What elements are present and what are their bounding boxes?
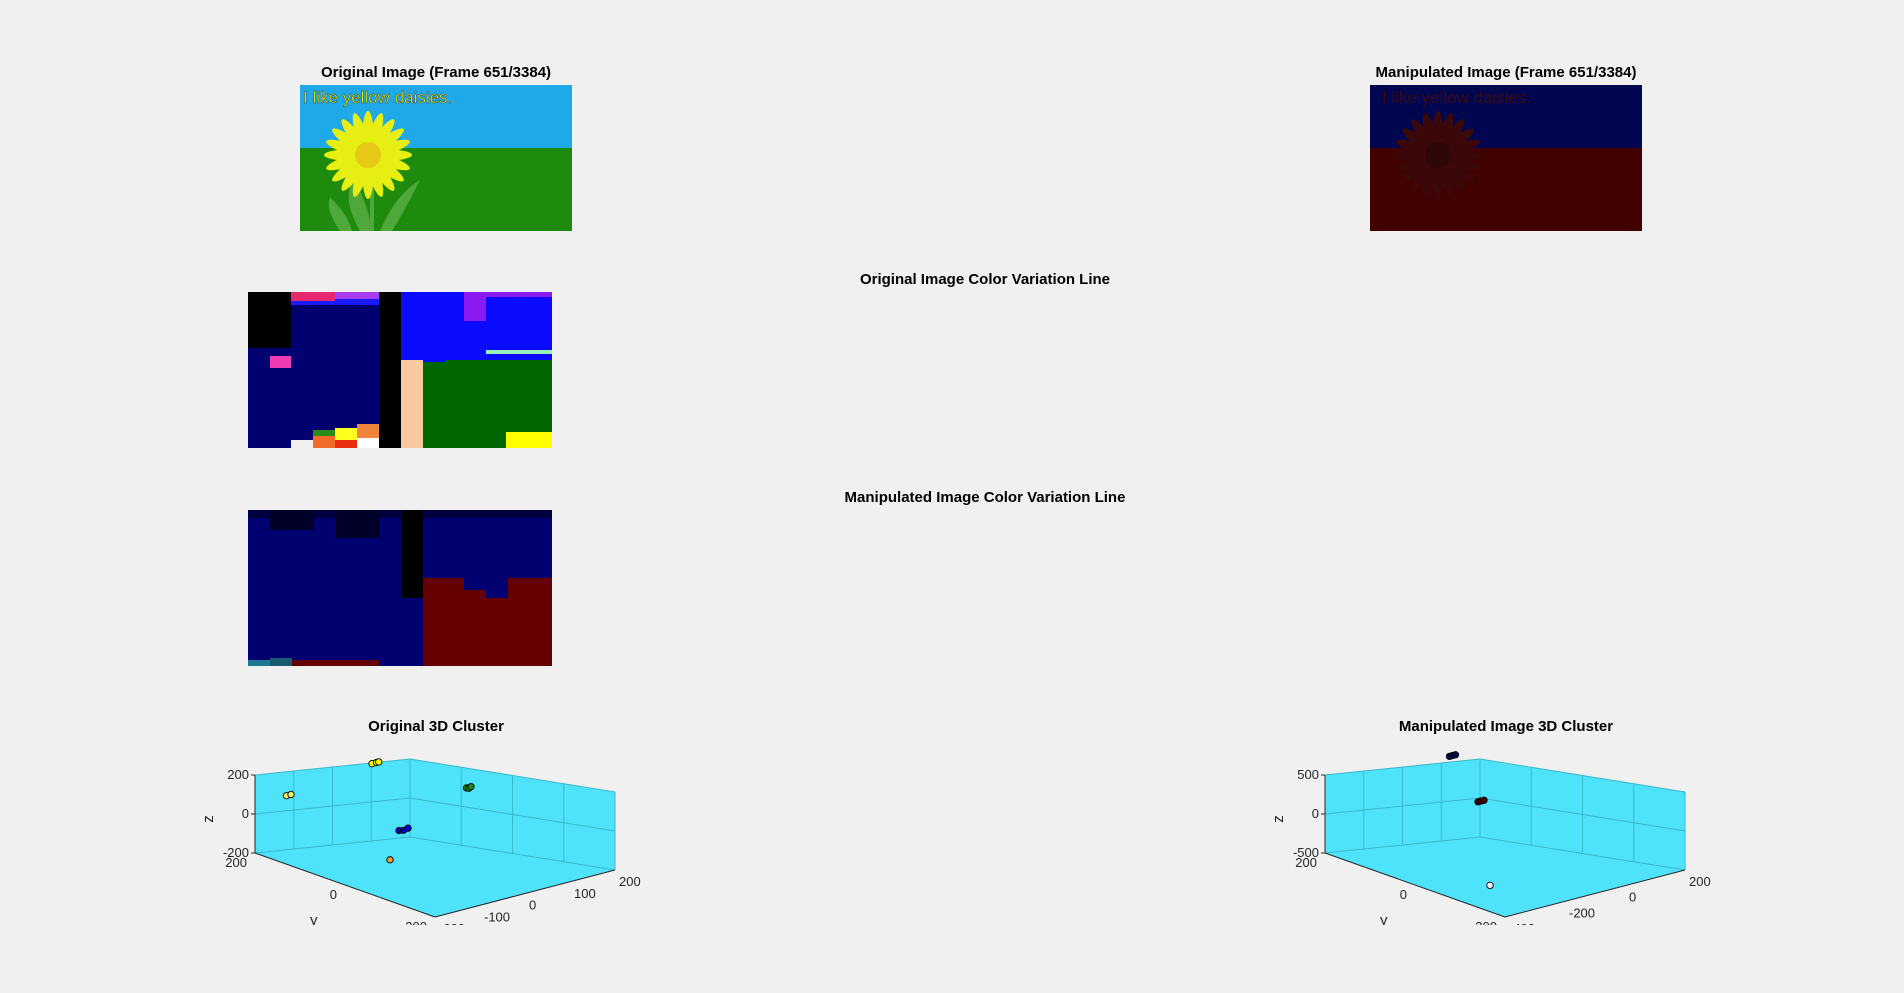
original-image: I like yellow daisies. xyxy=(300,85,572,231)
z-tick-label: 500 xyxy=(1297,767,1319,782)
x-tick-label: 0 xyxy=(1629,890,1636,905)
data-point xyxy=(1452,752,1458,758)
manipulated-caption: I like yellow daisies. xyxy=(1382,88,1531,107)
manipulated-image: I like yellow daisies. xyxy=(1370,85,1642,231)
x-tick-label: 0 xyxy=(529,898,536,913)
original-image-title: Original Image (Frame 651/3384) xyxy=(321,64,551,81)
y-axis-label: y xyxy=(310,912,318,925)
z-axis-label: z xyxy=(1270,815,1287,823)
z-tick-label: 0 xyxy=(1312,806,1319,821)
x-tick-label: -100 xyxy=(484,909,510,924)
x-tick-label: -400 xyxy=(1509,921,1535,925)
data-point xyxy=(468,784,474,790)
data-point xyxy=(288,791,294,797)
x-tick-label: 200 xyxy=(619,874,641,889)
z-axis-label: z xyxy=(200,815,217,823)
data-point xyxy=(1481,797,1487,803)
z-tick-label: 0 xyxy=(242,806,249,821)
z-tick-label: 200 xyxy=(227,767,249,782)
manipulated-image-title: Manipulated Image (Frame 651/3384) xyxy=(1376,64,1637,81)
y-tick-label: -200 xyxy=(1471,919,1497,925)
data-point xyxy=(1487,882,1493,888)
original-color-line xyxy=(248,292,552,448)
original-line-title: Original Image Color Variation Line xyxy=(860,271,1110,288)
x-tick-label: -200 xyxy=(1569,905,1595,920)
y-tick-label: 200 xyxy=(225,855,247,870)
data-point xyxy=(387,857,393,863)
original-cluster-title: Original 3D Cluster xyxy=(368,718,504,735)
y-tick-label: 200 xyxy=(1295,855,1317,870)
y-tick-label: 0 xyxy=(1400,887,1407,902)
x-tick-label: 200 xyxy=(1689,874,1711,889)
x-tick-label: 100 xyxy=(574,886,596,901)
data-point xyxy=(405,825,411,831)
manipulated-line-title: Manipulated Image Color Variation Line xyxy=(845,489,1126,506)
x-tick-label: -200 xyxy=(439,921,465,925)
original-caption: I like yellow daisies. xyxy=(303,88,452,107)
y-tick-label: -200 xyxy=(401,919,427,925)
y-tick-label: 0 xyxy=(330,887,337,902)
y-axis-label: y xyxy=(1380,912,1388,925)
manipulated-color-line xyxy=(248,510,552,666)
data-point xyxy=(376,759,382,765)
manipulated-cluster-title: Manipulated Image 3D Cluster xyxy=(1399,718,1613,735)
